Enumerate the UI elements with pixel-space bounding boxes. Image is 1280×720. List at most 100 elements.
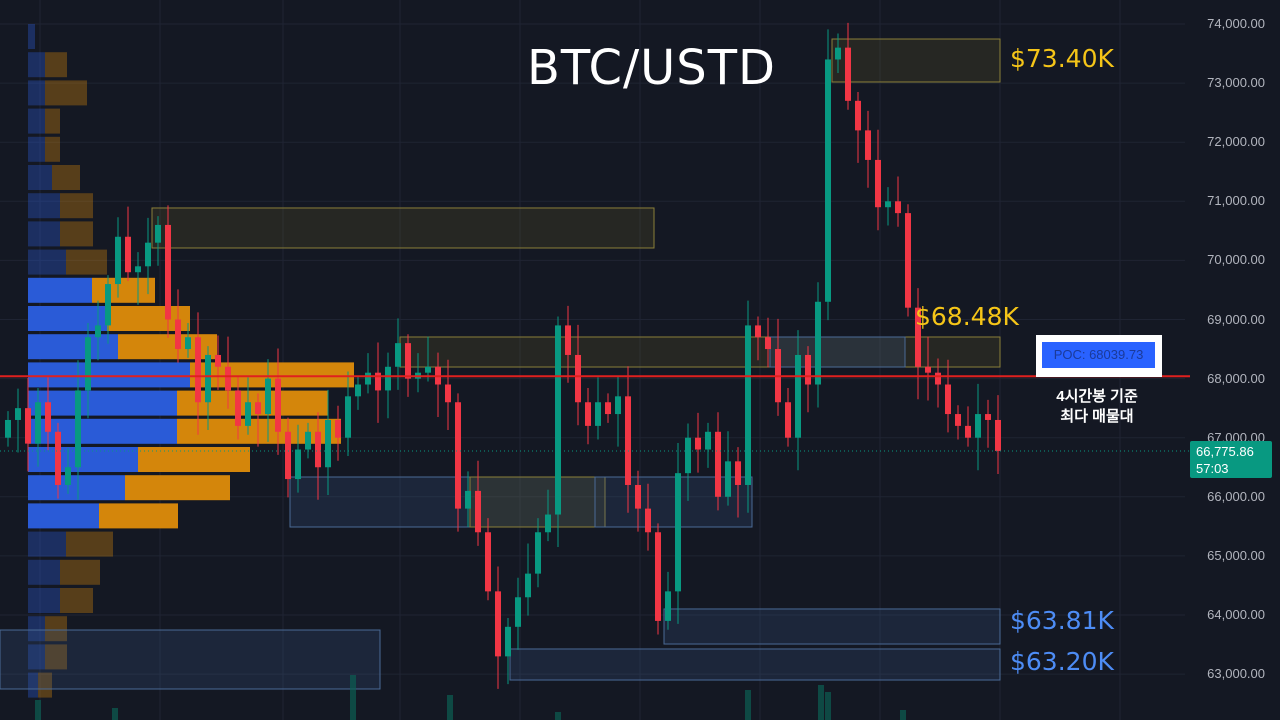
demand-zone: [663, 608, 1001, 645]
level-label-68-48k: $68.48K: [915, 302, 1019, 331]
current-price-label: 66,775.86 57:03: [1190, 441, 1272, 478]
candle-body: [715, 431, 721, 497]
candle-body: [365, 372, 371, 385]
candle-body: [685, 437, 691, 474]
candle-body: [915, 307, 921, 367]
volume-profile-down-bar: [45, 136, 60, 162]
volume-profile-up-bar: [28, 390, 177, 416]
supply-zone: [399, 336, 1001, 368]
candle-body: [35, 402, 41, 444]
candle-body: [335, 419, 341, 438]
candle-body: [565, 325, 571, 355]
candle-body: [405, 343, 411, 379]
candle-body: [555, 325, 561, 515]
volume-bar: [112, 708, 118, 720]
volume-profile-down-bar: [66, 531, 113, 557]
volume-profile-down-bar: [38, 672, 52, 698]
candle-body: [225, 366, 231, 391]
poc-note-line2: 최다 매물대: [1060, 408, 1134, 425]
level-label-63-20k: $63.20K: [1010, 647, 1114, 676]
demand-zone: [769, 336, 906, 368]
candle-body: [505, 626, 511, 657]
price-tick-label: 64,000.00: [1207, 607, 1265, 622]
candle-body: [595, 402, 601, 426]
candle-body: [55, 431, 61, 485]
volume-profile-down-bar: [60, 193, 93, 219]
candle-body: [825, 59, 831, 302]
price-tick-label: 66,000.00: [1207, 488, 1265, 504]
volume-bar: [818, 685, 824, 720]
candle-body: [635, 484, 641, 509]
volume-profile-down-bar: [45, 52, 67, 78]
volume-profile-up-bar: [28, 193, 60, 219]
candle-body: [115, 236, 121, 285]
volume-bar: [900, 710, 906, 720]
candle-body: [25, 408, 31, 444]
candle-body: [535, 532, 541, 574]
candle-body: [325, 419, 331, 468]
volume-profile-down-bar: [99, 503, 178, 529]
candle-body: [245, 402, 251, 426]
candle-body: [845, 47, 851, 101]
volume-profile-down-bar: [45, 616, 67, 642]
candle-body: [575, 354, 581, 403]
candle-body: [655, 532, 661, 621]
volume-profile-up-bar: [28, 277, 92, 303]
candle-body: [975, 414, 981, 438]
candle-body: [85, 337, 91, 391]
candle-body: [525, 573, 531, 598]
volume-bar: [447, 695, 453, 720]
candle-body: [15, 408, 21, 420]
candle-body: [895, 201, 901, 214]
candle-body: [195, 337, 201, 403]
price-tick-label: 71,000.00: [1207, 193, 1265, 209]
candle-body: [175, 319, 181, 350]
candle-body: [255, 402, 261, 415]
candle-body: [475, 490, 481, 533]
volume-profile-down-bar: [66, 249, 107, 275]
volume-profile-up-bar: [28, 644, 45, 670]
candle-body: [785, 402, 791, 438]
candle-body: [425, 366, 431, 373]
candle-body: [265, 378, 271, 415]
price-tick-label: 69,000.00: [1207, 311, 1265, 327]
volume-bar: [745, 690, 751, 720]
candle-body: [95, 325, 101, 338]
volume-profile-down-bar: [92, 277, 155, 303]
price-tick-label: 70,000.00: [1207, 252, 1265, 268]
candle-body: [665, 591, 671, 621]
candle-body: [935, 372, 941, 385]
volume-profile-up-bar: [28, 588, 60, 613]
candle-body: [125, 236, 131, 273]
candle-body: [135, 266, 141, 273]
price-tick-label: 68,000.00: [1207, 370, 1265, 386]
volume-bar: [35, 700, 41, 720]
candle-body: [285, 431, 291, 480]
candle-body: [955, 414, 961, 426]
candle-body: [675, 473, 681, 592]
candle-body: [725, 461, 731, 497]
volume-profile-up-bar: [28, 503, 99, 529]
candle-body: [105, 284, 111, 326]
price-tick-label: 72,000.00: [1207, 134, 1265, 150]
volume-profile-down-bar: [45, 80, 87, 106]
candle-body: [455, 402, 461, 509]
volume-profile-down-bar: [45, 108, 60, 134]
volume-profile-down-bar: [138, 447, 250, 472]
candle-body: [345, 396, 351, 438]
candle-body: [735, 461, 741, 485]
candle-body: [205, 354, 211, 403]
volume-profile-up-bar: [28, 672, 38, 698]
volume-profile-down-bar: [177, 390, 328, 416]
candle-body: [965, 425, 971, 438]
volume-profile-up-bar: [28, 418, 177, 444]
candle-body: [625, 396, 631, 485]
volume-profile-down-bar: [125, 475, 230, 501]
candle-body: [855, 100, 861, 131]
candle-body: [645, 508, 651, 533]
volume-bar: [350, 675, 356, 720]
candle-body: [805, 354, 811, 385]
price-tick-label: 65,000.00: [1207, 547, 1265, 563]
supply-zone: [151, 207, 655, 249]
